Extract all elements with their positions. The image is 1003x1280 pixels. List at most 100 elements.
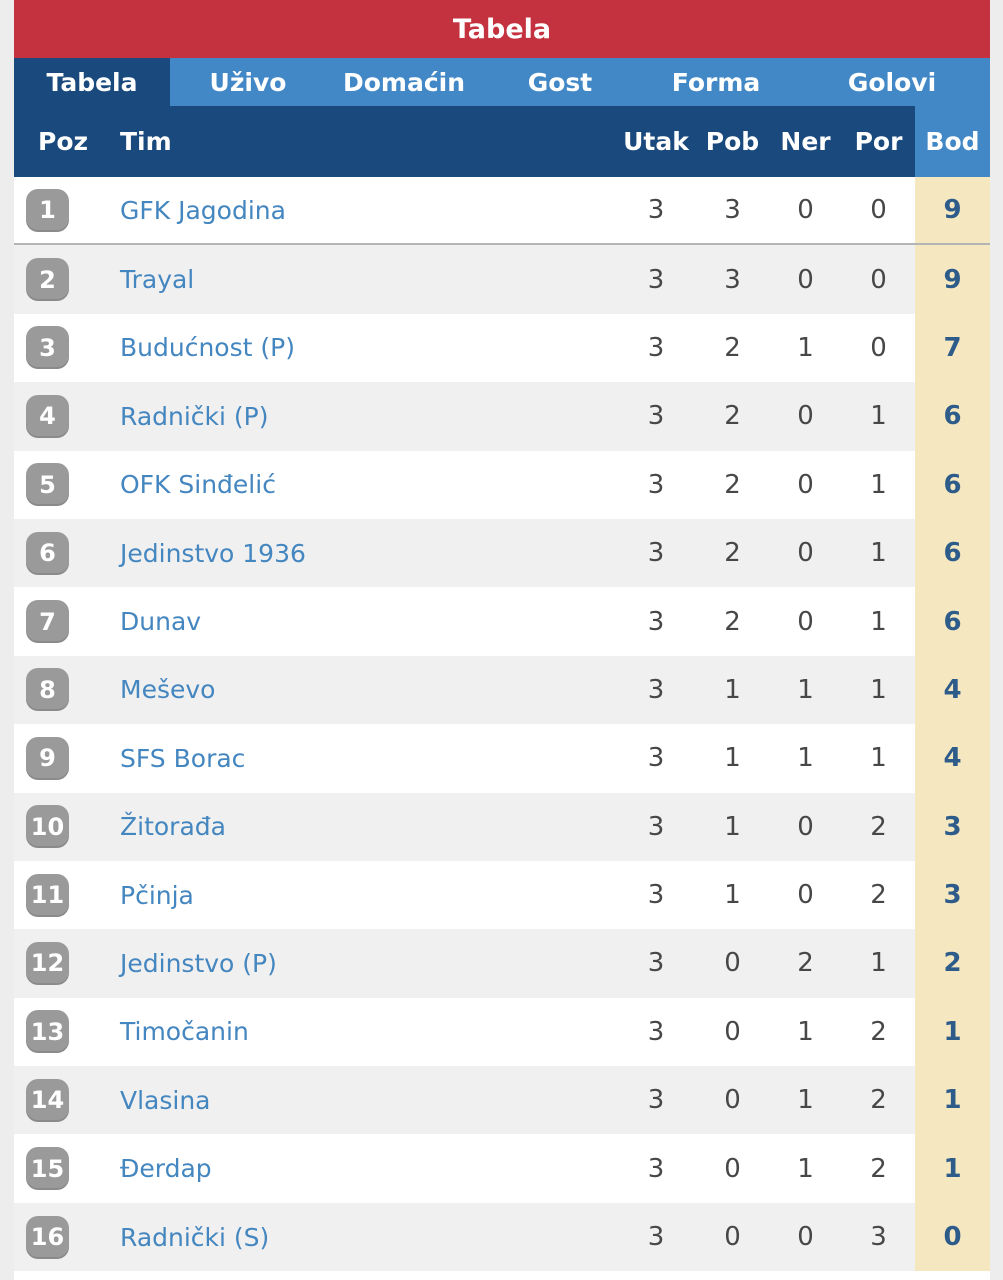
table-row: 10 Žitorađa 3 1 0 2 3 (14, 792, 990, 861)
stat-por: 1 (870, 743, 887, 774)
team-link[interactable]: SFS Borac (120, 743, 246, 773)
table-row: 14 Vlasina 3 0 1 2 1 (14, 1066, 990, 1135)
stat-por: 2 (870, 1085, 887, 1116)
table-row: 2 Trayal 3 3 0 0 9 (14, 245, 990, 314)
points-cell: 6 (915, 382, 990, 451)
table-row: 13 Timočanin 3 0 1 2 1 (14, 997, 990, 1067)
team-link[interactable]: Pčinja (120, 880, 194, 910)
stat-utak: 3 (647, 948, 665, 979)
stat-por: 2 (870, 1016, 887, 1047)
stat-utak: 3 (647, 332, 665, 363)
tab-forma[interactable]: Forma (671, 67, 761, 97)
column-header-row: Poz Tim Utak Pob Ner Por Bod (14, 106, 990, 177)
stat-por: 1 (870, 469, 887, 500)
position-cell: 1 (14, 188, 120, 232)
tab-golovi[interactable]: Golovi (847, 67, 937, 97)
stat-utak: 3 (647, 880, 665, 911)
stat-utak: 3 (647, 606, 665, 637)
stat-por: 2 (870, 811, 887, 842)
points-cell: 6 (915, 587, 990, 656)
points-cell: 9 (915, 245, 990, 314)
table-bottom-edge (14, 1271, 990, 1280)
table-row: 4 Radnički (P) 3 2 0 1 6 (14, 382, 990, 451)
stat-ner: 0 (797, 401, 814, 432)
stat-pob: 0 (724, 1085, 741, 1116)
team-link[interactable]: Vlasina (120, 1085, 211, 1115)
position-cell: 14 (14, 1078, 120, 1122)
points-cell: 4 (915, 655, 990, 725)
table-row: 12 Jedinstvo (P) 3 0 2 1 2 (14, 929, 990, 998)
stat-ner: 0 (797, 811, 814, 842)
col-header-poz: Poz (38, 127, 89, 156)
team-cell: Radnički (P) (120, 402, 616, 431)
stat-por: 1 (870, 674, 887, 705)
stat-utak: 3 (647, 195, 665, 226)
col-header-por: Por (854, 127, 903, 156)
position-cell: 3 (14, 326, 120, 370)
position-badge: 13 (26, 1010, 69, 1054)
points-cell: 2 (915, 929, 990, 998)
position-badge: 2 (26, 258, 69, 302)
team-cell: Jedinstvo 1936 (120, 539, 616, 568)
team-cell: Pčinja (120, 881, 616, 910)
position-badge: 11 (26, 873, 69, 917)
team-cell: Radnički (S) (120, 1223, 616, 1252)
team-link[interactable]: OFK Sinđelić (120, 470, 276, 500)
team-link[interactable]: Budućnost (P) (120, 333, 295, 363)
points-cell: 1 (915, 1134, 990, 1203)
tab-gost[interactable]: Gost (527, 67, 593, 97)
team-cell: Timočanin (120, 1017, 616, 1046)
team-link[interactable]: Dunav (120, 607, 202, 637)
tab-bar: Tabela Uživo Domaćin Gost Forma Golovi (14, 58, 990, 106)
position-cell: 11 (14, 873, 120, 917)
position-badge: 9 (26, 736, 69, 780)
team-link[interactable]: Timočanin (120, 1017, 249, 1047)
team-link[interactable]: Meševo (120, 675, 216, 705)
stat-ner: 1 (797, 1085, 814, 1116)
stat-por: 0 (870, 264, 887, 295)
stat-utak: 3 (647, 469, 665, 500)
stat-ner: 1 (797, 743, 814, 774)
team-link[interactable]: Žitorađa (120, 812, 226, 842)
position-badge: 5 (26, 463, 69, 507)
tab-tabela[interactable]: Tabela (14, 58, 170, 106)
position-badge: 6 (26, 531, 69, 575)
team-link[interactable]: Đerdap (120, 1154, 212, 1184)
table-row: 11 Pčinja 3 1 0 2 3 (14, 860, 990, 930)
stat-pob: 1 (724, 674, 741, 705)
stat-por: 2 (870, 880, 887, 911)
tab-uživo[interactable]: Uživo (209, 67, 287, 97)
team-link[interactable]: Radnički (S) (120, 1222, 270, 1252)
table-row: 7 Dunav 3 2 0 1 6 (14, 587, 990, 656)
team-link[interactable]: Radnički (P) (120, 401, 269, 431)
stat-pob: 0 (724, 1222, 741, 1253)
stat-ner: 1 (797, 332, 814, 363)
points-cell: 6 (915, 518, 990, 588)
team-link[interactable]: Jedinstvo 1936 (120, 538, 306, 568)
team-cell: Trayal (120, 265, 616, 294)
stat-pob: 1 (724, 743, 741, 774)
stat-ner: 2 (797, 948, 814, 979)
position-cell: 13 (14, 1010, 120, 1054)
tab-domaćin[interactable]: Domaćin (342, 67, 466, 97)
stat-utak: 3 (647, 1085, 665, 1116)
points-cell: 1 (915, 1066, 990, 1135)
position-badge: 14 (26, 1078, 69, 1122)
position-cell: 16 (14, 1215, 120, 1259)
position-cell: 2 (14, 258, 120, 302)
table-row: 6 Jedinstvo 1936 3 2 0 1 6 (14, 518, 990, 588)
league-table-widget: Tabela Tabela Uživo Domaćin Gost Forma Golovi… (14, 0, 990, 1280)
stat-pob: 1 (724, 880, 741, 911)
stat-pob: 2 (724, 538, 741, 569)
team-link[interactable]: Trayal (120, 265, 195, 295)
stat-por: 1 (870, 948, 887, 979)
position-cell: 10 (14, 805, 120, 849)
stat-ner: 0 (797, 469, 814, 500)
stat-ner: 0 (797, 606, 814, 637)
team-cell: Jedinstvo (P) (120, 949, 616, 978)
stat-ner: 0 (797, 880, 814, 911)
team-link[interactable]: Jedinstvo (P) (120, 948, 277, 978)
stat-ner: 0 (797, 1222, 814, 1253)
team-link[interactable]: GFK Jagodina (120, 195, 286, 225)
position-badge: 15 (26, 1147, 69, 1191)
